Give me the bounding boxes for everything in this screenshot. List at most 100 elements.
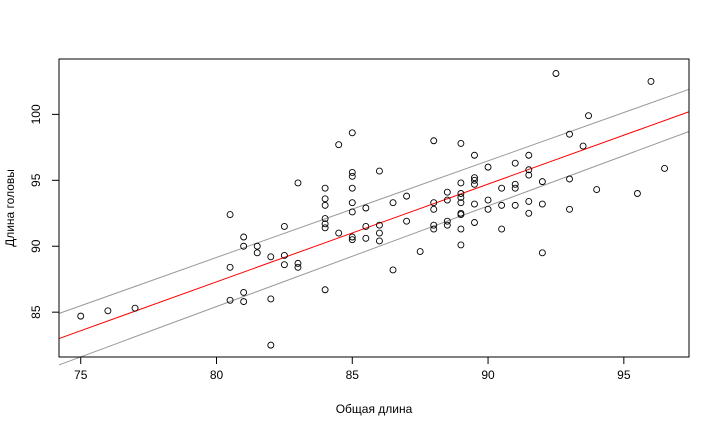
data-point (443, 217, 451, 225)
data-point (525, 166, 533, 174)
regression-lines (58, 88, 690, 366)
data-point (240, 288, 248, 296)
data-point (375, 229, 383, 237)
x-axis-label: Общая длина (336, 402, 413, 416)
data-point (240, 298, 248, 306)
data-point (375, 221, 383, 229)
data-point (585, 112, 592, 120)
data-point (525, 197, 533, 205)
data-point (416, 248, 424, 255)
data-point (321, 215, 329, 222)
data-point (253, 249, 261, 257)
data-point (362, 223, 370, 230)
data-point (498, 225, 506, 233)
data-point (321, 286, 329, 294)
data-point (471, 219, 478, 226)
y-tick-label: 85 (29, 305, 43, 319)
data-point (430, 205, 438, 213)
data-point (321, 220, 329, 228)
data-point (267, 295, 275, 303)
data-point (430, 199, 438, 207)
data-point (525, 171, 533, 179)
data-point (389, 199, 397, 207)
data-point (471, 174, 478, 182)
data-point (457, 199, 465, 207)
y-tick-label: 95 (29, 173, 43, 187)
data-points (77, 70, 669, 349)
data-point (511, 184, 519, 192)
data-point (321, 201, 329, 209)
x-tick-label: 80 (210, 368, 224, 382)
data-point (294, 259, 302, 267)
data-point (321, 224, 329, 232)
data-point (389, 266, 397, 274)
data-point (226, 296, 234, 304)
data-point (430, 221, 438, 229)
plot-frame (58, 58, 690, 358)
data-point (525, 151, 533, 159)
data-point (538, 178, 546, 186)
data-point (647, 77, 655, 85)
confidence-upper-line (58, 88, 690, 314)
data-point (633, 190, 641, 197)
data-point (280, 252, 288, 259)
y-axis-label: Длина головы (3, 169, 17, 247)
data-point (511, 180, 519, 188)
data-point (498, 201, 506, 209)
data-point (566, 175, 573, 183)
data-point (430, 137, 438, 145)
data-point (267, 341, 275, 349)
data-point (267, 253, 275, 261)
data-point (579, 142, 587, 150)
data-point (375, 167, 383, 175)
data-point (403, 192, 411, 200)
data-point (348, 172, 356, 180)
y-tick-label: 90 (29, 239, 43, 253)
data-point (484, 196, 492, 204)
data-point (348, 233, 356, 241)
data-point (443, 188, 451, 196)
data-point (538, 249, 546, 257)
data-point (457, 225, 465, 233)
data-point (403, 217, 411, 225)
data-point (457, 241, 465, 249)
data-point (471, 200, 478, 208)
x-tick-label: 75 (74, 368, 88, 382)
data-point (552, 70, 560, 77)
data-point (131, 304, 139, 312)
data-point (484, 163, 492, 171)
data-point (566, 205, 573, 213)
data-point (335, 141, 343, 149)
data-point (498, 184, 506, 192)
data-point (362, 234, 370, 242)
x-tick-label: 90 (481, 368, 495, 382)
data-point (457, 139, 465, 147)
data-point (335, 229, 343, 237)
data-point (457, 179, 465, 187)
data-point (348, 184, 356, 192)
data-point (457, 190, 465, 197)
data-point (77, 312, 85, 320)
data-point (593, 186, 601, 193)
data-point (240, 233, 248, 241)
data-point (294, 263, 302, 271)
data-point (443, 196, 451, 204)
data-point (348, 199, 356, 207)
data-point (321, 195, 329, 203)
data-point (348, 168, 356, 176)
data-point (457, 194, 465, 201)
data-point (375, 237, 383, 245)
data-point (226, 211, 234, 219)
data-point (443, 221, 451, 229)
x-tick-label: 95 (617, 368, 631, 382)
data-point (566, 130, 573, 138)
data-point (294, 179, 302, 187)
data-point (457, 211, 465, 219)
data-point (280, 261, 288, 269)
data-point (511, 201, 519, 209)
y-tick-label: 100 (29, 104, 43, 124)
data-point (661, 164, 669, 172)
data-point (348, 208, 356, 216)
data-point (362, 204, 370, 212)
data-point (525, 209, 533, 217)
